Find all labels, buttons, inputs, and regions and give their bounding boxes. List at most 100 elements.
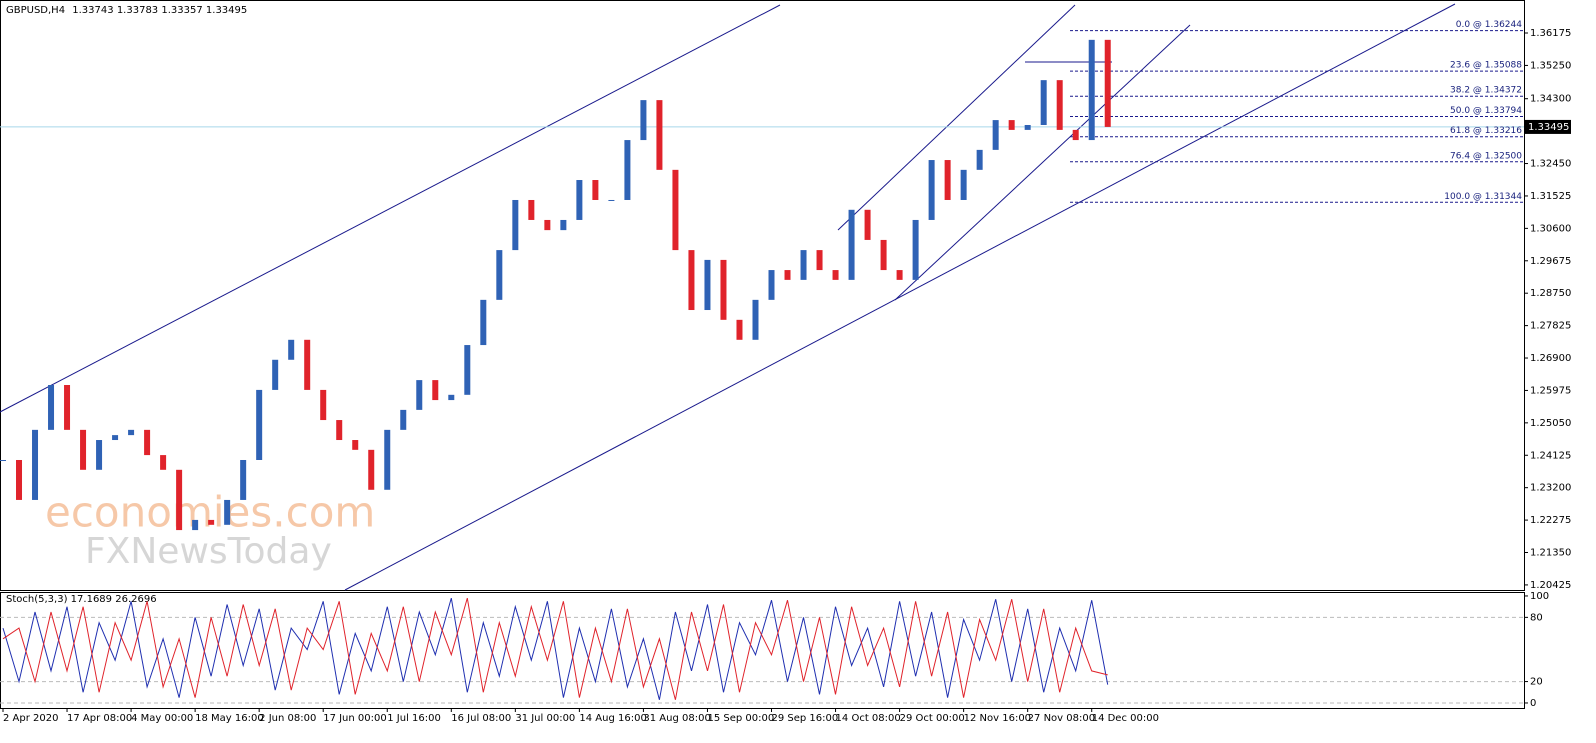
ohlc: 1.33743 xyxy=(72,5,113,16)
candle xyxy=(80,429,87,470)
candle xyxy=(496,250,503,300)
candle xyxy=(112,435,119,441)
y-tick-label: 1.21350 xyxy=(1530,548,1571,559)
fib-label: 76.4 @ 1.32500 xyxy=(1450,151,1522,161)
candle xyxy=(256,389,263,460)
x-tick-label: 18 May 16:00 xyxy=(195,713,264,724)
stoch-line xyxy=(2,597,1109,700)
y-tick-label: 1.25975 xyxy=(1530,385,1571,396)
candle xyxy=(96,440,103,470)
indicator-value: 17.1689 xyxy=(71,594,112,605)
candle xyxy=(64,385,71,430)
candle xyxy=(160,455,167,470)
x-tick-label: 2 Jun 08:00 xyxy=(259,713,316,724)
y-tick-label: 1.25050 xyxy=(1530,418,1571,429)
y-tick-label: 1.29675 xyxy=(1530,256,1571,267)
candle xyxy=(1072,129,1079,141)
candle xyxy=(688,250,695,311)
candle xyxy=(720,259,727,320)
indicator: Stoch(5,3,3) xyxy=(6,594,68,605)
y-tick-label: 1.27825 xyxy=(1530,321,1571,332)
x-tick-label: 4 May 00:00 xyxy=(131,713,193,724)
fib-label: 38.2 @ 1.34372 xyxy=(1450,86,1522,96)
candle xyxy=(1040,80,1047,125)
x-tick-label: 14 Oct 08:00 xyxy=(836,713,901,724)
candle xyxy=(320,389,327,421)
candle xyxy=(816,250,823,271)
candle xyxy=(832,270,839,280)
y-tick-label: 20 xyxy=(1530,677,1543,688)
candle xyxy=(880,239,887,271)
current-price-box xyxy=(1525,119,1571,134)
candle xyxy=(272,359,279,390)
candle xyxy=(864,209,871,240)
candle xyxy=(736,319,743,340)
candle xyxy=(544,219,551,231)
candle xyxy=(528,199,535,220)
x-tick-label: 29 Sep 16:00 xyxy=(772,713,839,724)
candle xyxy=(48,385,55,430)
candle xyxy=(464,345,471,395)
candle xyxy=(432,380,439,401)
fib-label: 100.0 @ 1.31344 xyxy=(1444,192,1522,202)
candle xyxy=(1104,39,1111,127)
candle xyxy=(928,160,935,220)
symbol: GBPUSD,H4 xyxy=(6,5,65,16)
y-tick-label: 1.32450 xyxy=(1530,159,1571,170)
x-tick-label: 16 Jul 08:00 xyxy=(451,713,511,724)
y-tick-label: 1.24125 xyxy=(1530,450,1571,461)
candle xyxy=(384,429,391,490)
candle xyxy=(16,459,23,500)
candle xyxy=(1008,120,1015,130)
x-tick-label: 27 Nov 08:00 xyxy=(1028,713,1095,724)
stoch-panel xyxy=(0,592,1525,709)
candle xyxy=(240,459,247,500)
fib-label: 0.0 @ 1.36244 xyxy=(1456,20,1523,30)
x-tick-label: 31 Aug 08:00 xyxy=(643,713,710,724)
candle xyxy=(752,299,759,340)
candle xyxy=(144,429,151,456)
y-tick-label: 1.22275 xyxy=(1530,515,1571,526)
y-tick-label: 100 xyxy=(1530,591,1549,602)
candle xyxy=(592,180,599,200)
candle xyxy=(704,259,711,311)
y-tick-label: 80 xyxy=(1530,612,1543,623)
x-tick-label: 14 Aug 16:00 xyxy=(579,713,646,724)
candle xyxy=(336,420,343,441)
watermark: economies.com xyxy=(45,488,375,537)
candle xyxy=(448,394,455,401)
candle xyxy=(32,429,39,500)
ohlc: 1.33357 xyxy=(161,5,202,16)
x-tick-label: 29 Oct 00:00 xyxy=(900,713,965,724)
price-header: GBPUSD,H4 1.33743 1.33783 1.33357 1.3349… xyxy=(6,5,247,16)
y-tick-label: 0 xyxy=(1530,698,1536,709)
candle xyxy=(368,449,375,490)
stoch-header: Stoch(5,3,3) 17.1689 26.2696 xyxy=(6,594,157,605)
candle xyxy=(944,160,951,200)
candle xyxy=(992,120,999,150)
candle xyxy=(480,299,487,346)
candle xyxy=(1088,39,1095,141)
x-tick-label: 15 Sep 00:00 xyxy=(707,713,774,724)
candle xyxy=(512,199,519,251)
candle xyxy=(224,499,231,525)
candle xyxy=(1056,80,1063,130)
candle xyxy=(656,100,663,170)
candle xyxy=(416,380,423,410)
ohlc: 1.33783 xyxy=(117,5,158,16)
candle xyxy=(896,270,903,280)
x-tick-label: 1 Jul 16:00 xyxy=(387,713,441,724)
candle xyxy=(192,519,199,531)
candle xyxy=(960,169,967,200)
candle xyxy=(128,429,135,436)
x-tick-label: 17 Jun 00:00 xyxy=(323,713,387,724)
candle xyxy=(608,199,615,201)
y-tick-label: 1.23200 xyxy=(1530,483,1571,494)
candle xyxy=(1024,124,1031,130)
fib-label: 50.0 @ 1.33794 xyxy=(1450,106,1522,116)
candle xyxy=(176,469,183,531)
candle xyxy=(288,339,295,360)
x-tick-label: 2 Apr 2020 xyxy=(3,713,58,724)
fib-label: 61.8 @ 1.33216 xyxy=(1450,126,1522,136)
